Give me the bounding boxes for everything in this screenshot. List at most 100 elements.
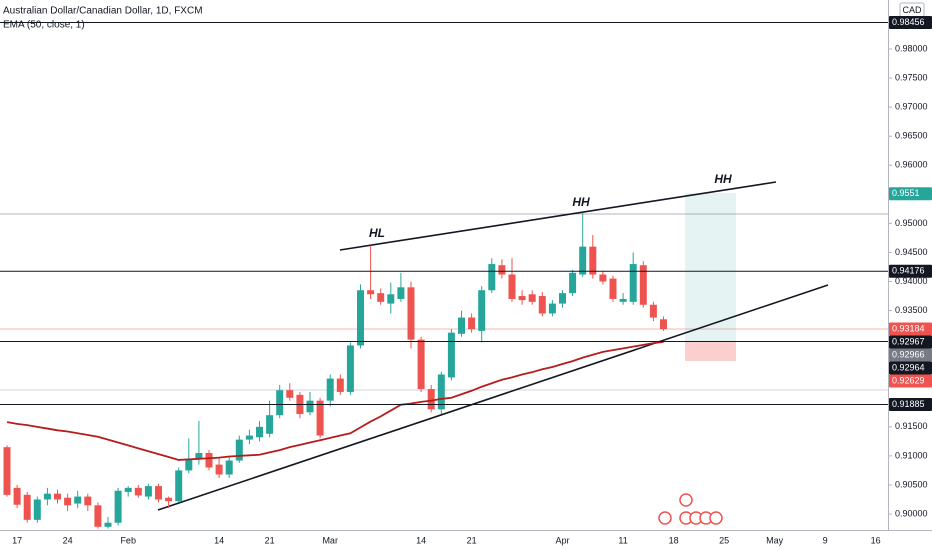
x-tick-label: 14 [416,535,426,545]
price-label-box [889,15,932,29]
candle-body [579,246,587,275]
annotation: HH [572,195,590,209]
candle-body [357,290,364,346]
event-icon[interactable] [709,511,723,525]
x-tick-label: 17 [12,535,22,545]
x-tick-label: 14 [214,535,224,545]
y-tick-label: 0.91000 [895,450,928,460]
candle-body [649,304,657,318]
candle-body [660,319,667,330]
candle-body [427,389,435,410]
candle-body [286,390,294,398]
candle-body [387,294,395,304]
candle-body [377,293,385,302]
price-label-box [889,187,932,201]
candle-body [458,317,465,334]
candle-body [23,494,31,520]
annotation: HH [714,172,732,186]
candle-body [538,296,546,314]
candle-body [599,274,607,282]
candle-body [134,487,142,496]
price-label-box [889,348,932,362]
candle-body [306,400,314,413]
candle-body [215,464,223,475]
y-tick-label: 0.90000 [895,508,928,518]
candle-body [417,339,425,390]
y-tick-label: 0.97000 [895,102,928,112]
candle-body [548,303,556,314]
candle-body [518,296,526,301]
y-tick-label: 0.95000 [895,218,928,228]
y-tick-label: 0.98000 [895,43,928,53]
candle-body [559,293,566,304]
candle-body [165,497,173,502]
candle-body [346,345,354,392]
candle-body [528,294,536,302]
price-label: 0.91885 [892,399,925,409]
price-label: 0.93184 [892,323,925,333]
x-tick-label: Apr [555,535,569,545]
candle-body [185,458,193,471]
candle-body [629,264,637,302]
y-tick-label: 0.90500 [895,479,928,489]
price-label-box [889,322,932,336]
candle-body [144,486,152,497]
candle-body [155,486,162,500]
candle-body [488,264,496,291]
x-tick-label: 16 [871,535,881,545]
candle-body [33,499,41,520]
candle-body [639,265,647,305]
candle-body [447,332,455,378]
x-tick-label: 25 [719,535,729,545]
x-tick-label: 21 [265,535,275,545]
price-label-box [889,374,932,388]
trend-line [157,284,829,511]
candle-body [498,265,506,275]
candle-body [245,435,253,440]
price-label-box [889,264,932,278]
candle-body [478,290,486,331]
y-tick-label: 0.93500 [895,305,928,315]
ema-line [6,341,664,461]
currency: CAD [902,5,922,15]
candle-body [397,287,405,299]
event-icons[interactable] [658,493,723,525]
candle-body [256,426,263,438]
trend-line [339,181,777,251]
candle-body [235,439,243,461]
event-icon[interactable] [658,511,672,525]
x-tick-label: 21 [467,535,477,545]
price-label: 0.94176 [892,266,925,276]
candle-body [205,452,213,468]
x-tick-label: May [766,535,784,545]
candle-body [316,400,324,436]
candle-body [468,317,476,330]
annotation: HL [369,226,385,240]
price-label-box [889,335,932,349]
candle-body [508,274,516,299]
candle-body [437,374,445,410]
x-tick-label: Feb [120,535,136,545]
candle-body [407,287,415,340]
candle-body [195,452,203,459]
candle-body [336,378,344,392]
candle-body [114,490,122,523]
candle-body [94,505,102,527]
candle-body [43,493,51,500]
candle-body [619,298,627,302]
y-tick-label: 0.94000 [895,276,928,286]
event-icon[interactable] [679,493,693,507]
price-label: 0.98456 [892,17,925,27]
y-tick-label: 0.96000 [895,160,928,170]
candle-body [64,497,72,506]
indicator-label: EMA (50, close, 1) [3,20,85,31]
long-position-stop [685,342,736,361]
y-tick-label: 0.94500 [895,247,928,257]
candle-body [225,460,233,475]
x-tick-label: 11 [618,535,627,545]
candle-body [13,487,21,505]
long-position-target [685,193,736,342]
price-label: 0.9551 [892,188,920,198]
price-label: 0.92967 [892,336,925,346]
